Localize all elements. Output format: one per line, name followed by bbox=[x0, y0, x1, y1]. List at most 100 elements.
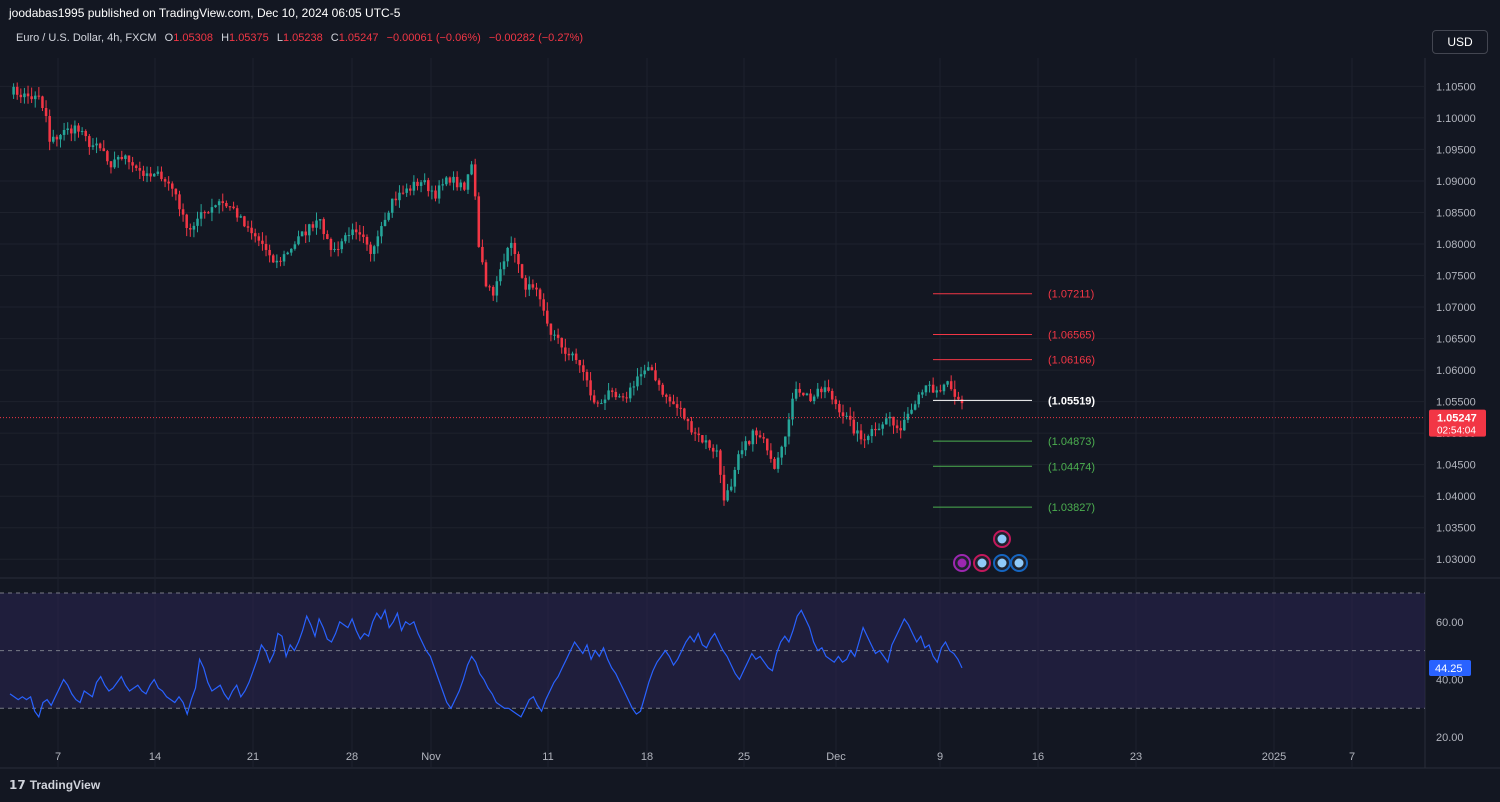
candle-body bbox=[185, 214, 188, 228]
candle-body bbox=[802, 392, 805, 396]
candle-body bbox=[582, 365, 585, 373]
candle-body bbox=[841, 412, 845, 417]
candle-body bbox=[152, 173, 156, 177]
candle-body bbox=[903, 419, 906, 431]
tradingview-footer[interactable]: 𝟭𝟳 TradingView bbox=[9, 778, 100, 792]
candle-body bbox=[726, 490, 729, 501]
countdown-label: 02:54:04 bbox=[1437, 426, 1476, 437]
tradingview-logo-icon: 𝟭𝟳 bbox=[9, 778, 26, 792]
candle-body bbox=[585, 372, 589, 381]
high-value: 1.05375 bbox=[229, 32, 269, 44]
event-flag-icon bbox=[997, 534, 1007, 544]
candle-body bbox=[628, 387, 632, 399]
current-price-badge bbox=[1429, 409, 1486, 437]
candle-body bbox=[946, 381, 949, 385]
publish-info: joodabas1995 published on TradingView.co… bbox=[9, 6, 401, 20]
x-tick-label: 16 bbox=[1032, 751, 1044, 763]
candle-body bbox=[600, 403, 603, 405]
y-tick-label: 1.08000 bbox=[1436, 239, 1476, 251]
candle-body bbox=[528, 284, 531, 290]
candle-body bbox=[924, 385, 928, 393]
candle-body bbox=[506, 247, 509, 262]
candle-body bbox=[794, 388, 798, 399]
candle-body bbox=[744, 441, 747, 451]
candle-body bbox=[88, 136, 91, 147]
candle-body bbox=[59, 134, 62, 140]
candle-body bbox=[560, 337, 563, 348]
candle-body bbox=[257, 236, 261, 241]
candle-body bbox=[535, 287, 538, 290]
rsi-value-label: 44.25 bbox=[1435, 663, 1463, 675]
candle-body bbox=[369, 244, 372, 254]
candle-body bbox=[264, 243, 268, 250]
candle-body bbox=[679, 407, 682, 409]
candle-body bbox=[91, 145, 95, 147]
candle-body bbox=[784, 436, 787, 447]
candle-body bbox=[15, 86, 19, 95]
candle-body bbox=[668, 396, 672, 402]
candle-body bbox=[697, 433, 701, 436]
x-tick-label: 21 bbox=[247, 751, 259, 763]
candle-body bbox=[885, 418, 888, 425]
candle-body bbox=[578, 360, 582, 366]
symbol-title[interactable]: Euro / U.S. Dollar, 4h, FXCM bbox=[16, 32, 157, 44]
candle-body bbox=[210, 207, 214, 213]
candle-body bbox=[246, 226, 250, 228]
y-tick-label: 1.06500 bbox=[1436, 334, 1476, 346]
candle-body bbox=[459, 182, 463, 188]
currency-button[interactable]: USD bbox=[1432, 30, 1488, 54]
x-tick-label: 14 bbox=[149, 751, 161, 763]
candle-body bbox=[845, 415, 848, 417]
candle-body bbox=[351, 229, 354, 236]
candle-body bbox=[232, 206, 235, 209]
candle-body bbox=[448, 177, 452, 183]
candle-body bbox=[701, 435, 704, 443]
candle-body bbox=[387, 212, 390, 220]
candle-body bbox=[62, 129, 66, 135]
candle-body bbox=[423, 180, 426, 183]
candle-body bbox=[820, 388, 823, 393]
candle-body bbox=[747, 441, 751, 445]
candle-body bbox=[556, 334, 560, 338]
candle-body bbox=[693, 432, 697, 434]
x-tick-label: 28 bbox=[346, 751, 358, 763]
candle-body bbox=[574, 353, 578, 361]
candle-body bbox=[196, 218, 199, 226]
x-tick-label: Nov bbox=[421, 751, 441, 763]
candle-body bbox=[207, 212, 210, 214]
y-tick-label: 1.03000 bbox=[1436, 554, 1476, 566]
candle-body bbox=[445, 177, 448, 185]
candle-body bbox=[827, 387, 830, 391]
candle-body bbox=[881, 424, 884, 429]
y-tick-label: 1.07000 bbox=[1436, 302, 1476, 314]
candle-body bbox=[502, 261, 506, 270]
candle-body bbox=[874, 428, 877, 431]
event-flag-icon bbox=[957, 558, 967, 568]
y-tick-label: 1.10000 bbox=[1436, 113, 1476, 125]
candle-body bbox=[531, 284, 535, 288]
candle-body bbox=[19, 94, 23, 98]
candle-body bbox=[740, 450, 744, 455]
candle-body bbox=[372, 246, 376, 254]
candle-body bbox=[895, 425, 899, 429]
level-label: (1.03827) bbox=[1048, 502, 1095, 514]
y-tick-label: 1.08500 bbox=[1436, 207, 1476, 219]
candle-body bbox=[463, 182, 466, 190]
candle-body bbox=[892, 416, 895, 426]
candle-body bbox=[722, 474, 726, 501]
candle-body bbox=[509, 242, 513, 248]
candle-body bbox=[632, 386, 636, 388]
rsi-value-badge bbox=[1429, 659, 1471, 676]
candle-body bbox=[171, 183, 174, 189]
candle-body bbox=[564, 347, 567, 354]
candle-body bbox=[120, 157, 124, 159]
candle-body bbox=[322, 219, 325, 235]
candle-body bbox=[589, 380, 592, 396]
candle-body bbox=[401, 192, 405, 194]
candle-body bbox=[596, 402, 600, 404]
low-value: 1.05238 bbox=[282, 32, 323, 44]
candle-body bbox=[434, 190, 437, 199]
level-label: (1.07211) bbox=[1048, 289, 1094, 301]
x-tick-label: 9 bbox=[937, 751, 943, 763]
